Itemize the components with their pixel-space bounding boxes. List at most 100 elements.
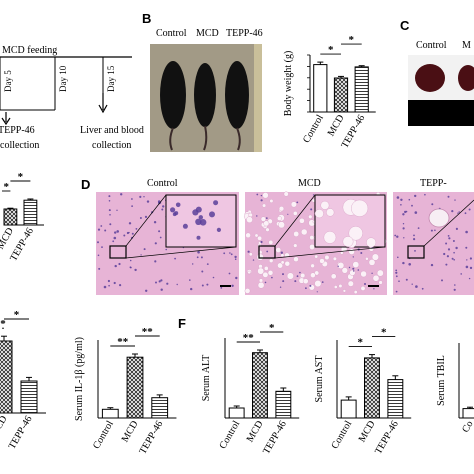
- nucleus: [312, 194, 315, 196]
- vacuole: [262, 192, 269, 199]
- nucleus: [455, 227, 458, 230]
- nucleus: [447, 195, 450, 198]
- nucleus: [468, 277, 471, 280]
- bar: [20, 380, 38, 414]
- nucleus: [299, 271, 301, 274]
- nucleus: [264, 281, 267, 284]
- nucleus: [161, 208, 164, 211]
- nucleus: [271, 276, 273, 279]
- vacuole: [372, 274, 380, 282]
- nucleus: [129, 266, 132, 269]
- nucleus: [402, 223, 405, 225]
- vacuole: [333, 285, 338, 289]
- nucleus: [223, 252, 226, 255]
- nucleus: [170, 207, 176, 213]
- nucleus: [114, 264, 117, 268]
- vacuole: [248, 212, 253, 218]
- nucleus: [454, 199, 456, 201]
- nucleus: [220, 287, 223, 289]
- nucleus: [466, 259, 468, 261]
- nucleus: [159, 236, 162, 239]
- nucleus: [108, 195, 111, 198]
- nucleus: [465, 246, 468, 249]
- nucleus: [446, 255, 449, 258]
- nucleus: [114, 231, 117, 234]
- vacuole: [280, 260, 285, 265]
- significance-label: *: [18, 171, 24, 183]
- vacuole: [257, 235, 262, 241]
- mice-labels: Control MCD TEPP-46: [156, 28, 263, 39]
- liver-mcd: [458, 65, 474, 91]
- nucleus: [402, 261, 405, 265]
- nucleus: [296, 275, 299, 278]
- nucleus: [453, 251, 455, 254]
- nucleus: [453, 259, 456, 261]
- nucleus: [104, 229, 107, 232]
- nucleus: [452, 240, 455, 242]
- nucleus: [395, 290, 398, 293]
- nucleus: [321, 281, 324, 283]
- nucleus: [144, 215, 148, 218]
- nucleus: [209, 211, 215, 218]
- vacuole: [277, 262, 283, 269]
- nucleus: [97, 254, 100, 257]
- vacuole: [284, 261, 290, 267]
- nucleus: [394, 234, 397, 237]
- nucleus: [400, 198, 403, 201]
- nucleus: [417, 227, 420, 230]
- nucleus: [430, 229, 433, 232]
- vacuole: [330, 273, 337, 280]
- vacuole: [352, 261, 360, 268]
- nucleus: [109, 214, 111, 216]
- nucleus: [229, 252, 231, 254]
- bar: [313, 64, 328, 113]
- nucleus: [266, 250, 269, 253]
- vacuole: [340, 251, 344, 255]
- nucleus: [468, 208, 471, 211]
- liver-control: [415, 64, 445, 92]
- vacuole: [308, 214, 313, 219]
- vacuole: [341, 267, 348, 274]
- nucleus: [199, 219, 207, 226]
- nucleus: [360, 252, 363, 254]
- vacuole: [257, 267, 265, 275]
- vacuole: [262, 271, 269, 278]
- nucleus: [143, 248, 146, 251]
- nucleus: [113, 281, 116, 285]
- nucleus: [256, 193, 259, 196]
- vacuole: [286, 272, 294, 280]
- nucleus: [465, 230, 468, 234]
- vacuole: [371, 253, 379, 261]
- nucleus: [128, 222, 132, 225]
- nucleus: [153, 221, 157, 224]
- nucleus: [109, 223, 112, 226]
- vacuole: [326, 208, 335, 217]
- nucleus: [414, 250, 416, 252]
- nucleus: [469, 266, 473, 270]
- nucleus: [414, 211, 418, 214]
- vacuole: [276, 215, 282, 221]
- significance-label: **: [243, 332, 255, 344]
- nucleus: [139, 195, 142, 198]
- nucleus: [402, 213, 405, 216]
- vacuole: [258, 278, 264, 283]
- nucleus: [160, 279, 163, 282]
- bar: [151, 397, 169, 419]
- day15-label: Day 15: [106, 65, 116, 92]
- vacuole: [353, 290, 358, 294]
- nucleus: [189, 279, 191, 281]
- day5-label: Day 5: [3, 70, 13, 92]
- nucleus: [231, 284, 234, 287]
- vacuole: [290, 201, 297, 208]
- mouse-label-mcd: MCD: [196, 28, 219, 39]
- liver-photo-dark: [408, 100, 474, 126]
- vacuole: [268, 239, 274, 245]
- vacuole: [360, 270, 367, 278]
- nucleus: [198, 215, 203, 220]
- nucleus: [265, 217, 268, 220]
- vacuole: [280, 253, 285, 258]
- nucleus: [118, 262, 121, 266]
- significance-label: **: [117, 336, 129, 348]
- nucleus: [371, 272, 373, 274]
